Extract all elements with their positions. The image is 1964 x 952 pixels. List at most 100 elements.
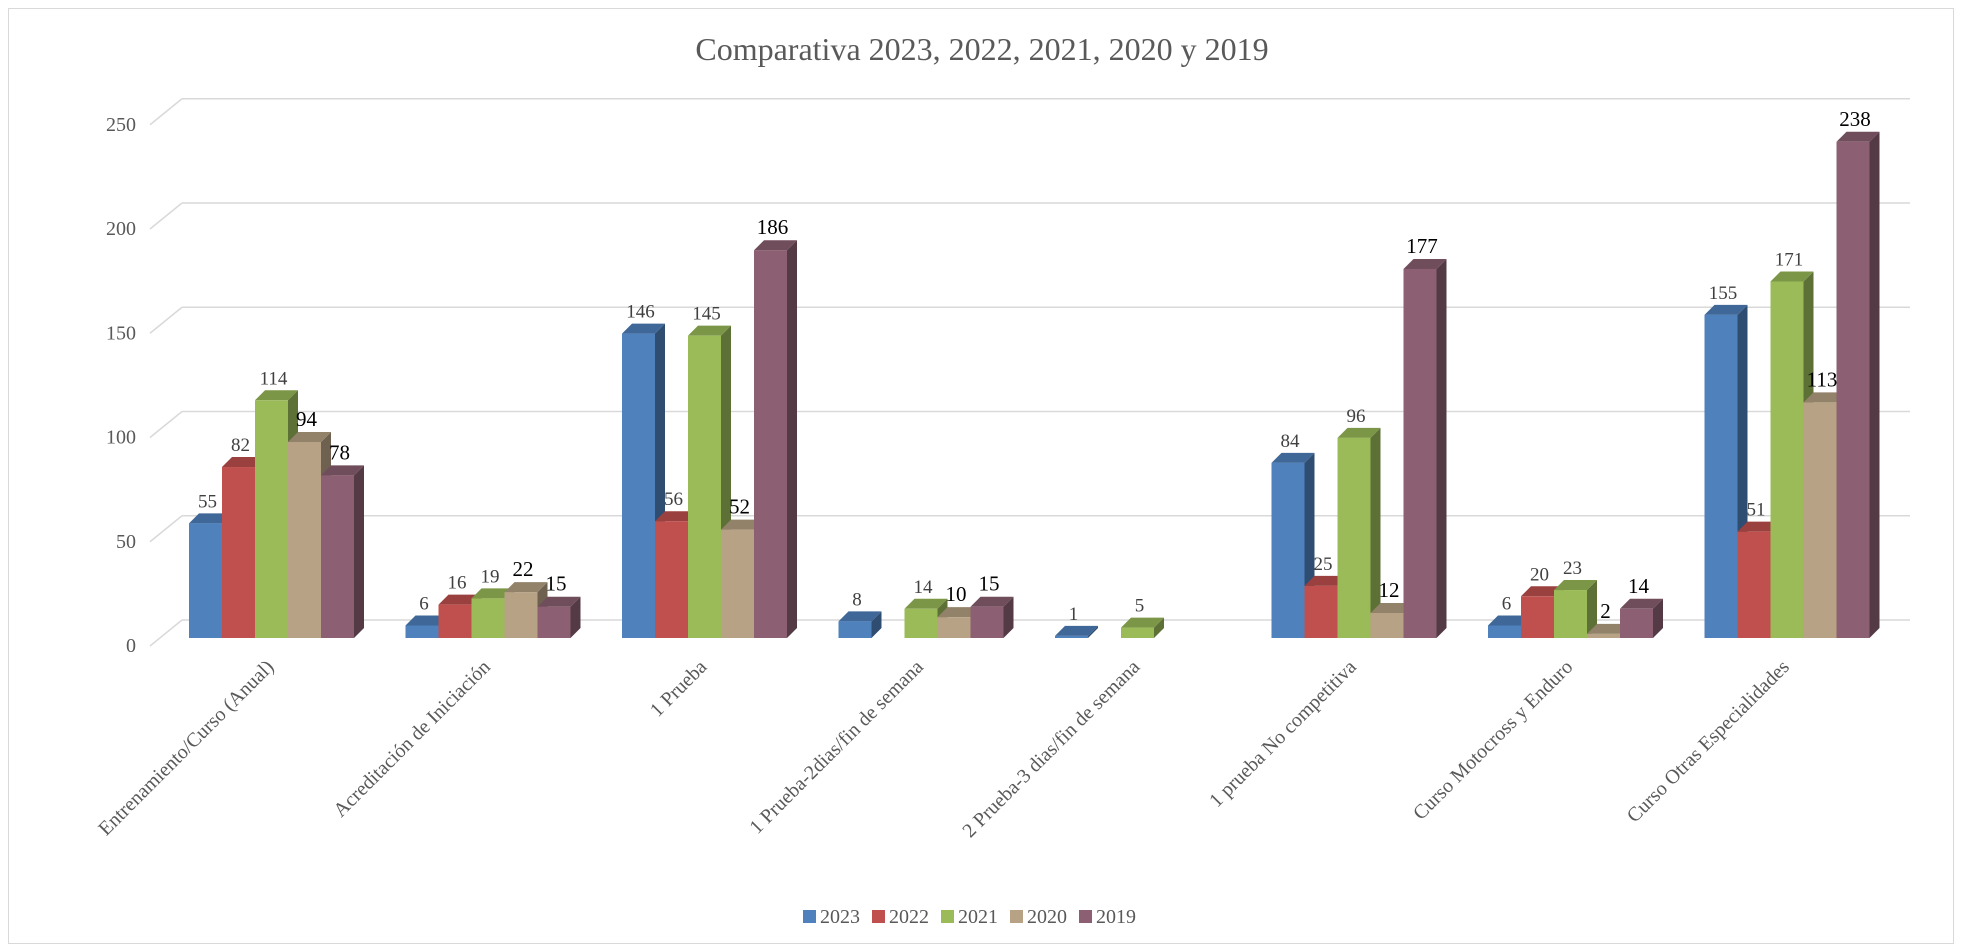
gridline-diagonal — [149, 515, 183, 543]
bar-top — [405, 615, 449, 626]
bar-side — [1154, 617, 1164, 638]
bar-2021-1-prueba-no-competitiva — [1337, 427, 1381, 638]
bar-top — [937, 607, 981, 618]
data-label-2020-acreditacion-de-iniciacion: 22 — [513, 557, 534, 581]
bar-top — [1370, 602, 1414, 613]
bar-top — [1554, 580, 1597, 591]
bar-front — [688, 335, 721, 638]
data-label-2020-1-prueba: 52 — [729, 495, 750, 519]
bar-front — [255, 400, 288, 638]
bar-side — [1653, 598, 1663, 638]
bar-top — [970, 596, 1014, 607]
legend: 2023 2022 2021 2020 2019 — [803, 906, 1136, 928]
legend-item-2023: 2023 — [803, 906, 860, 928]
bar-top — [1704, 304, 1748, 315]
legend-swatch — [941, 910, 954, 923]
category-labels: Entrenamiento/Curso (Anual) Acreditación … — [94, 656, 1794, 842]
legend-item-2021: 2021 — [941, 906, 998, 928]
data-label-2021-acreditacion-de-iniciacion: 19 — [481, 566, 500, 587]
bar-top — [1337, 427, 1381, 438]
bar-top — [222, 457, 265, 468]
bar-top — [1488, 615, 1531, 626]
category-label-1-prueba: 1 Prueba — [646, 656, 712, 722]
data-label-2021-1-prueba-2dias-fin-de-semana: 14 — [914, 577, 934, 598]
legend-item-2019: 2019 — [1079, 906, 1136, 928]
bar-front — [1488, 625, 1521, 638]
data-label-2022-1-prueba-no-competitiva: 25 — [1314, 554, 1333, 575]
bar-2019-entrenamiento-curso-anual — [321, 465, 364, 638]
data-label-2019-curso-otras-especialidades: 238 — [1839, 107, 1871, 131]
data-label-2019-1-prueba: 186 — [757, 215, 789, 239]
data-label-2022-curso-motocross-y-enduro: 20 — [1530, 564, 1549, 585]
bar-2019-curso-motocross-y-enduro — [1620, 598, 1663, 638]
bar-top — [1836, 131, 1880, 142]
bar-front — [970, 606, 1004, 638]
data-label-2021-2-prueba-3-dias-fin-de-semana: 5 — [1135, 596, 1145, 617]
bar-side — [1587, 580, 1597, 638]
data-label-2019-1-prueba-2dias-fin-de-semana: 15 — [979, 572, 1000, 596]
bar-2019-curso-otras-especialidades — [1836, 131, 1880, 638]
bar-top — [904, 598, 948, 609]
bar-top — [754, 240, 797, 251]
bar-front — [622, 333, 655, 638]
gridlines — [149, 98, 1910, 647]
bar-front — [1403, 268, 1437, 638]
data-label-2019-curso-motocross-y-enduro: 14 — [1628, 574, 1650, 598]
y-tick-label: 50 — [116, 531, 136, 553]
bar-top — [471, 588, 515, 599]
bar-top — [1403, 258, 1447, 269]
bar-top — [504, 582, 548, 593]
bar-top — [1737, 521, 1781, 532]
data-label-2020-1-prueba-2dias-fin-de-semana: 10 — [946, 582, 967, 606]
bar-top — [622, 323, 665, 334]
chart-title: Comparativa 2023, 2022, 2021, 2020 y 201… — [695, 31, 1268, 67]
data-label-2020-curso-motocross-y-enduro: 2 — [1600, 599, 1611, 623]
bar-front — [1587, 633, 1620, 638]
bar-front — [838, 621, 872, 638]
bar-top — [1587, 623, 1630, 634]
bar-side — [1088, 625, 1098, 638]
legend-swatch — [1079, 910, 1092, 923]
legend-label: 2020 — [1027, 906, 1067, 928]
gridline-diagonal — [149, 410, 183, 439]
bar-side — [1370, 427, 1381, 638]
data-label-2023-1-prueba-no-competitiva: 84 — [1281, 431, 1301, 452]
y-tick-label: 0 — [126, 635, 136, 657]
data-label-2021-curso-otras-especialidades: 171 — [1775, 249, 1804, 270]
bar-top — [688, 325, 731, 336]
bar-front — [321, 475, 354, 638]
data-label-2023-1-prueba-2dias-fin-de-semana: 8 — [852, 589, 862, 610]
bar-front — [655, 521, 688, 638]
bar-front — [1737, 531, 1771, 638]
legend-label: 2021 — [958, 906, 998, 928]
bar-2021-curso-motocross-y-enduro — [1554, 580, 1597, 638]
category-label-2-prueba-3-dias-fin-de-semana: 2 Prueba-3 dias/fin de semana — [958, 656, 1144, 842]
legend-item-2020: 2020 — [1010, 906, 1067, 928]
data-label-2023-entrenamiento-curso-anual: 55 — [198, 491, 217, 512]
bar-side — [871, 611, 882, 638]
y-tick-label: 150 — [106, 322, 136, 344]
bar-front — [1836, 141, 1870, 638]
bar-2023-1-prueba-2dias-fin-de-semana — [838, 611, 882, 638]
data-label-2023-curso-motocross-y-enduro: 6 — [1502, 593, 1512, 614]
data-label-2023-curso-otras-especialidades: 155 — [1709, 283, 1738, 304]
category-label-1-prueba-2dias-fin-de-semana: 1 Prueba-2dias/fin de semana — [745, 656, 928, 839]
bar-front — [504, 592, 538, 638]
bar-2023-2-prueba-3-dias-fin-de-semana — [1055, 625, 1098, 638]
bar-front — [222, 467, 255, 638]
bar-2022-acreditacion-de-iniciacion — [438, 594, 482, 638]
bar-top — [1770, 271, 1814, 282]
bar-top — [255, 390, 298, 401]
bar-top — [1271, 452, 1315, 463]
gridline-diagonal — [149, 98, 183, 126]
data-label-2021-curso-motocross-y-enduro: 23 — [1563, 558, 1582, 579]
bar-side — [1436, 258, 1447, 638]
category-label-1-prueba-no-competitiva: 1 prueba No competitiva — [1205, 656, 1361, 812]
y-axis-ticks: 0 50 100 150 200 250 — [106, 114, 136, 657]
bar-front — [754, 250, 787, 638]
bars — [189, 131, 1880, 638]
data-label-2023-2-prueba-3-dias-fin-de-semana: 1 — [1069, 604, 1079, 625]
data-label-2022-acreditacion-de-iniciacion: 16 — [448, 573, 467, 594]
bar-top — [721, 519, 764, 530]
